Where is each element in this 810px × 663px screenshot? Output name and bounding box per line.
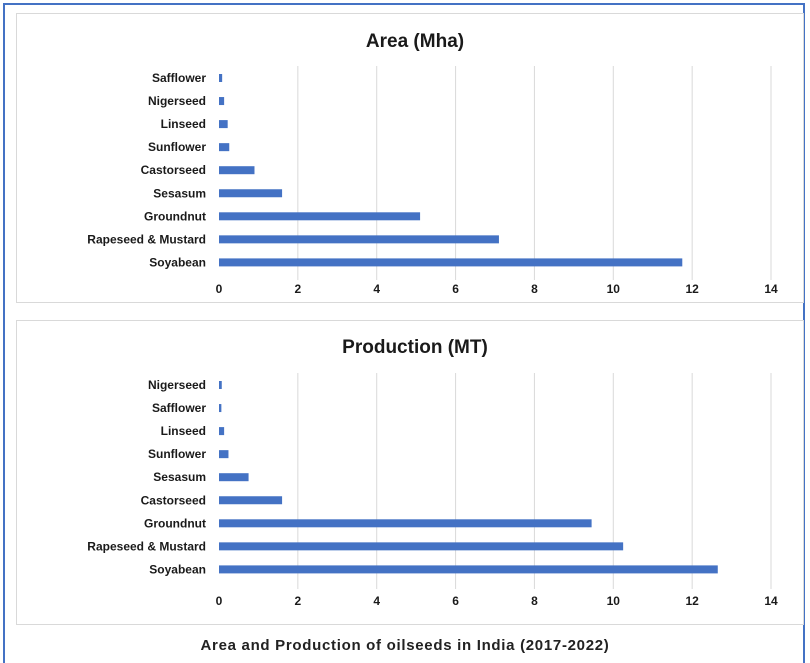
area-x-tick-label: 12	[685, 282, 699, 296]
area-category-label: Rapeseed & Mustard	[87, 232, 206, 246]
production-x-tick-label: 14	[764, 594, 778, 608]
area-category-label: Nigerseed	[148, 94, 206, 108]
production-x-tick-label: 0	[216, 594, 223, 608]
area-x-tick-label: 6	[452, 282, 459, 296]
production-chart-title: Production (MT)	[342, 337, 488, 358]
area-category-label: Sesasum	[153, 186, 206, 200]
production-bar	[219, 404, 222, 413]
area-bar	[219, 74, 223, 82]
production-x-tick-label: 8	[531, 594, 538, 608]
production-chart-panel: Production (MT) 0 2 4 6 8 10 12 14 Nigerseed Saffl…	[16, 320, 804, 625]
production-bar	[219, 473, 249, 482]
area-bar	[219, 258, 683, 267]
area-bar	[219, 143, 230, 152]
area-category-label: Sunflower	[148, 140, 206, 154]
production-category-label: Linseed	[161, 424, 206, 438]
production-category-label: Sesasum	[153, 470, 206, 484]
production-bar	[219, 519, 592, 528]
area-bar	[219, 212, 421, 221]
production-chart: Production (MT) 0 2 4 6 8 10 12 14 Nigerseed Saffl…	[87, 337, 778, 608]
production-x-tick-label: 2	[295, 594, 302, 608]
production-bar	[219, 427, 225, 436]
area-x-tick-label: 2	[295, 282, 302, 296]
area-bar	[219, 189, 283, 198]
area-category-label: Safflower	[152, 71, 206, 85]
production-category-label: Nigerseed	[148, 378, 206, 392]
area-x-tick-label: 4	[373, 282, 380, 296]
production-category-label: Safflower	[152, 401, 206, 415]
area-chart-title: Area (Mha)	[366, 31, 464, 52]
production-category-label: Groundnut	[144, 516, 206, 530]
production-bar	[219, 450, 229, 459]
area-category-label: Castorseed	[141, 163, 206, 177]
figure-frame	[3, 3, 805, 663]
production-category-label: Rapeseed & Mustard	[87, 539, 206, 553]
area-x-tick-label: 0	[216, 282, 223, 296]
area-chart-panel: Area (Mha) 0 2 4 6 8 10 12 14 Safflower Nigerseed L…	[16, 13, 804, 303]
area-bar	[219, 120, 228, 129]
area-category-label: Groundnut	[144, 209, 206, 223]
area-x-tick-label: 14	[764, 282, 778, 296]
production-category-label: Castorseed	[141, 493, 206, 507]
production-bar	[219, 542, 624, 551]
area-category-label: Soyabean	[149, 255, 206, 269]
production-x-tick-label: 6	[452, 594, 459, 608]
production-bar	[219, 565, 718, 574]
production-x-tick-label: 4	[373, 594, 380, 608]
area-bar	[219, 235, 499, 244]
area-chart: Area (Mha) 0 2 4 6 8 10 12 14 Safflower Nigerseed L…	[87, 31, 778, 296]
production-x-tick-label: 12	[685, 594, 699, 608]
area-bar	[219, 97, 225, 106]
production-x-tick-label: 10	[607, 594, 621, 608]
area-bar	[219, 166, 255, 175]
production-bar	[219, 496, 283, 505]
area-category-label: Linseed	[161, 117, 206, 131]
production-category-label: Sunflower	[148, 447, 206, 461]
production-bar	[219, 381, 222, 389]
area-x-tick-label: 10	[607, 282, 621, 296]
area-x-tick-label: 8	[531, 282, 538, 296]
production-category-label: Soyabean	[149, 562, 206, 576]
figure-caption: Area and Production of oilseeds in India…	[200, 637, 610, 654]
